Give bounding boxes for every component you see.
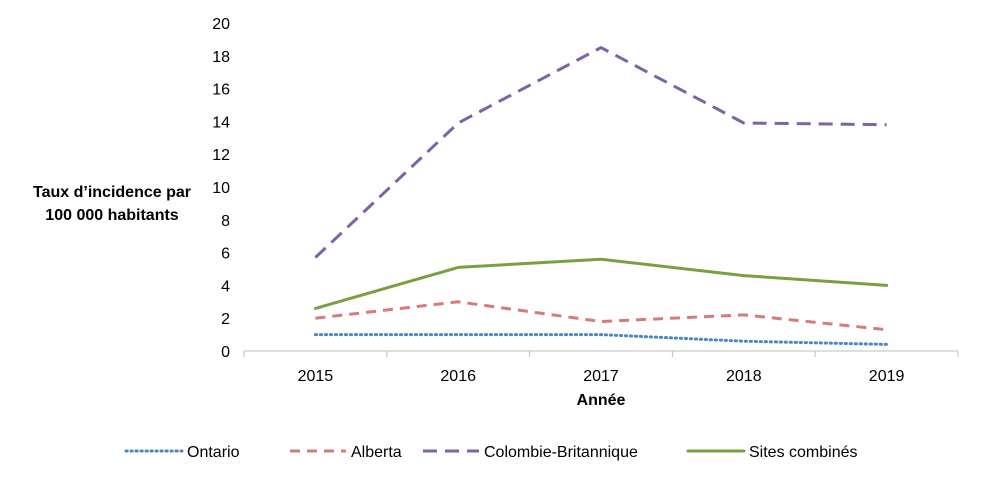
y-axis-title-line-1: Taux d’incidence par [33,184,191,201]
y-tick-label: 10 [212,180,230,197]
legend-label: Sites combinés [749,444,858,461]
x-axis-title: Année [577,392,626,409]
x-tick-label: 2019 [869,368,905,385]
x-axis: 2015 2016 2017 2018 2019 [243,350,959,385]
legend-label: Ontario [187,444,240,461]
y-tick-label: 6 [221,246,230,263]
x-tick-label: 2016 [440,368,476,385]
y-tick-label: 16 [212,82,230,99]
series-line-1 [313,333,889,346]
legend-label: Alberta [351,444,402,461]
x-tick-label: 2017 [583,368,619,385]
legend: Ontario Alberta Colombie-Britannique Sites … [124,444,858,461]
y-tick-label: 18 [212,49,230,66]
y-tick-label: 14 [212,114,230,131]
series-line-3 [314,46,887,259]
y-tick-label: 12 [212,147,230,164]
x-tick-label: 2018 [726,368,762,385]
series-line-2 [315,300,887,332]
y-axis-title-line-2: 100 000 habitants [45,207,179,224]
y-tick-label: 20 [212,16,230,33]
legend-label: Colombie-Britannique [484,444,638,461]
y-tick-label: 8 [221,213,230,230]
y-axis: 0 2 4 6 8 10 12 14 16 18 20 [212,16,230,361]
series-layer [313,46,889,346]
series-line-4 [313,257,889,310]
y-tick-label: 2 [221,311,230,328]
y-tick-label: 0 [221,344,230,361]
y-tick-label: 4 [221,278,230,295]
x-tick-label: 2015 [298,368,334,385]
